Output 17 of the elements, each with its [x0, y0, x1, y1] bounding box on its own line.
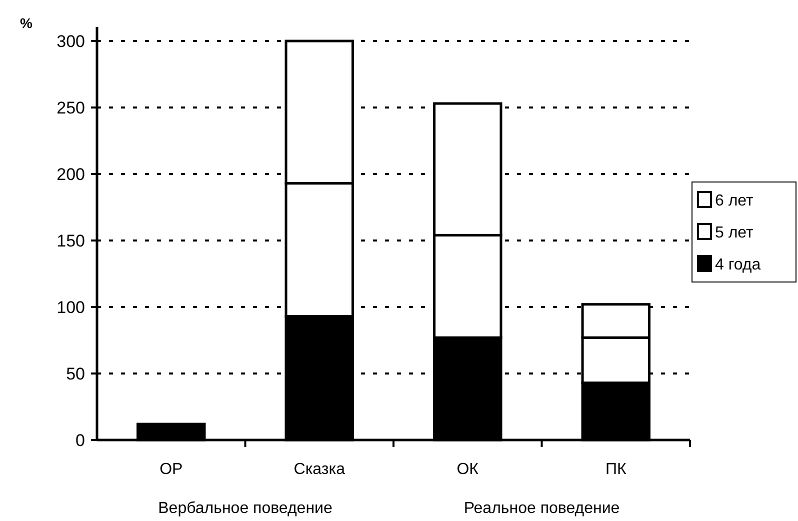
- y-tick-label: 50: [66, 364, 85, 384]
- legend-label: 4 года: [715, 256, 761, 274]
- y-axis-title: %: [20, 15, 33, 31]
- text: Вербальное поведение: [158, 500, 332, 517]
- y-tick-label: 300: [56, 32, 85, 51]
- x-tick-label: ОК: [456, 461, 480, 478]
- y-tick-label: 250: [56, 98, 85, 118]
- y-tick-label: 150: [56, 231, 85, 250]
- x-tick-label: ОР: [160, 461, 183, 478]
- text: Реальное поведение: [464, 500, 620, 517]
- y-tick-label: 100: [56, 298, 85, 317]
- x-tick-label: ПК: [605, 461, 627, 478]
- x-tick-label: Сказка: [294, 461, 346, 478]
- legend-label: 5 лет: [715, 224, 754, 242]
- y-tick-label: 200: [56, 164, 85, 184]
- legend-label: 6 лет: [715, 192, 754, 210]
- y-tick-label: 0: [76, 430, 85, 450]
